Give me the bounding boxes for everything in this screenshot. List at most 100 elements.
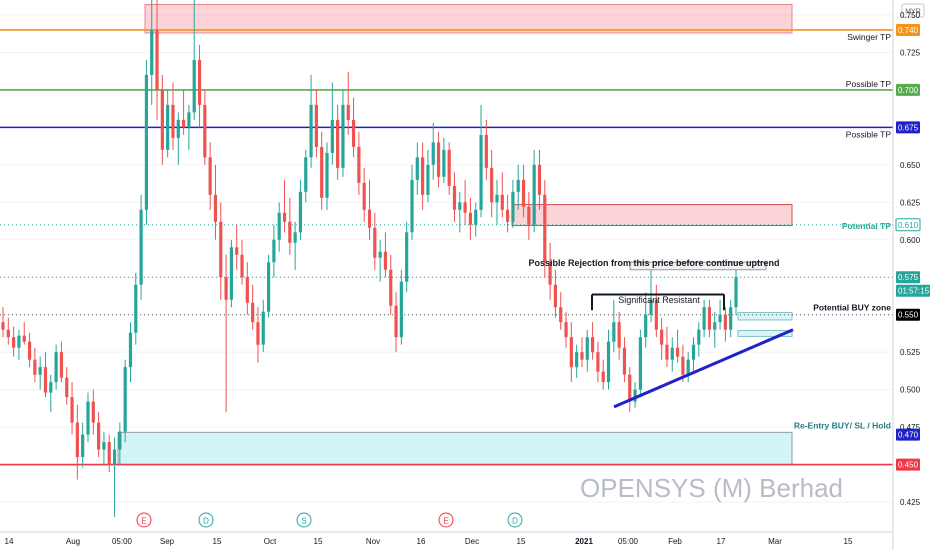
candle [293,221,297,270]
candle-body [336,119,340,168]
candle-body [474,209,478,225]
event-marker-0[interactable] [136,512,152,528]
y-tick-label: 0.625 [900,198,921,207]
candle [314,89,318,158]
candle-body [22,335,26,342]
candle [537,149,542,210]
candle [575,344,579,378]
candle-body [330,119,334,153]
price-axis[interactable]: MYR 0.425 0.450 0.475 0.500 0.525 0.550 0.575 0.… [794,0,932,550]
candle-body [590,337,595,353]
candle [675,329,680,363]
candle [373,212,377,270]
event-marker-2[interactable] [296,512,312,528]
candle [357,131,361,195]
supply-zone-potential-tp [511,204,793,227]
time-axis[interactable]: E D S E D 14 Aug 05:00 Sep 15 Oct 15 Nov 16 Dec 15 2021 0… [0,512,893,546]
candle-body [452,185,457,210]
candle [59,341,64,383]
candle-body [415,157,419,180]
candle-body [81,434,85,458]
candle-body [564,322,568,338]
candle [729,299,733,338]
buy-zone-upper [737,311,793,321]
currency-box[interactable] [901,3,925,18]
candle [235,224,239,270]
candle-body [341,104,345,168]
candle [309,74,313,168]
candle [511,179,515,228]
candle [139,194,143,300]
candle-body [107,442,111,465]
candle [351,97,356,158]
y-tick-label: 0.525 [900,348,921,357]
candle-body [378,251,382,258]
candle-body [176,119,180,138]
candle-body [702,307,706,330]
candle-body [638,337,642,390]
candle [580,337,584,368]
candle-body [649,299,653,315]
candle [97,412,101,458]
candle [490,149,494,218]
candle-body [59,352,64,378]
candle [150,0,154,105]
candle [415,142,419,195]
candle [628,367,632,413]
candle [134,272,138,345]
candle-body [394,305,398,338]
event-marker-4[interactable] [507,512,523,528]
candle-body [298,191,303,233]
candle-body [160,89,164,150]
candle [107,434,111,473]
event-marker-1[interactable] [198,512,214,528]
candle [436,131,441,188]
candle-body [155,29,159,90]
candle [155,0,159,120]
candle-body [166,104,170,150]
x-tick-label: 16 [417,537,426,546]
candle-body [65,377,69,398]
x-tick-label: Sep [160,537,175,546]
candle-body [559,307,563,323]
candle [245,262,249,315]
candle [144,59,149,225]
candle-body [463,202,467,213]
candle [240,239,244,285]
candle-body [484,134,488,168]
candle [660,317,664,360]
candle [75,404,79,480]
candle [70,382,74,435]
candle-body [490,167,494,203]
candle [521,164,526,218]
candle [442,137,446,183]
candle-body [553,284,558,308]
zone-layer [117,3,793,466]
y-tick-label: 0.500 [900,386,921,395]
price-line-label: Re-Entry BUY/ SL / Hold [794,421,891,431]
candle [516,164,520,210]
x-tick-label: 15 [517,537,526,546]
candle-body [251,302,255,323]
candle [479,104,483,218]
candle [707,299,712,338]
candle [644,292,648,348]
candle-body [511,191,515,222]
candle [181,89,186,135]
candle-body [442,149,446,177]
x-tick-label: 15 [844,537,853,546]
candle [543,179,547,278]
y-tick-label: 0.750 [900,11,921,20]
candle-body [304,157,308,192]
candle [38,356,42,390]
candle [474,202,478,237]
candle [622,337,627,383]
candle-body [628,374,632,402]
candle [118,422,122,465]
countdown-tag [896,284,930,297]
event-marker-3[interactable] [438,512,454,528]
candle [266,254,271,318]
potential-buy-label: Potential BUY zone [813,303,891,313]
